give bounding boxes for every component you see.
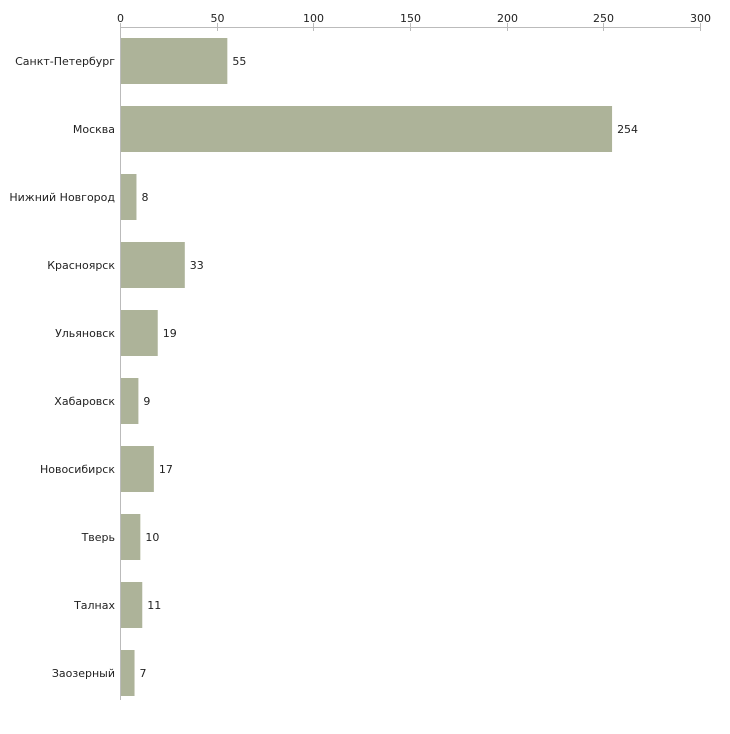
x-tick-label: 150 xyxy=(400,12,421,25)
data-label: 7 xyxy=(140,667,147,680)
x-tick-label: 0 xyxy=(117,12,124,25)
category-labels: Санкт-Петербург Москва Нижний Новгород Крас… xyxy=(9,55,115,680)
data-label: 33 xyxy=(190,259,204,272)
x-tick-label: 100 xyxy=(303,12,324,25)
x-tick-label: 50 xyxy=(211,12,225,25)
x-tick-label: 300 xyxy=(690,12,711,25)
data-label: 55 xyxy=(232,55,246,68)
category-label: Ульяновск xyxy=(55,327,115,340)
bar xyxy=(121,242,185,288)
bar xyxy=(121,174,137,220)
bar xyxy=(121,378,139,424)
bar xyxy=(121,310,158,356)
category-label: Талнах xyxy=(73,599,115,612)
data-label: 17 xyxy=(159,463,173,476)
x-axis: 0 50 100 150 200 250 300 xyxy=(117,12,711,700)
x-tick-label: 250 xyxy=(593,12,614,25)
category-label: Москва xyxy=(73,123,115,136)
data-label: 254 xyxy=(617,123,638,136)
data-labels: 55 254 8 33 19 9 17 10 11 7 xyxy=(140,55,639,680)
bar xyxy=(121,650,135,696)
data-label: 11 xyxy=(147,599,161,612)
data-label: 9 xyxy=(143,395,150,408)
data-label: 8 xyxy=(141,191,148,204)
bar xyxy=(121,106,613,152)
category-label: Тверь xyxy=(81,531,115,544)
bar xyxy=(121,38,228,84)
x-tick-label: 200 xyxy=(497,12,518,25)
bar xyxy=(121,446,154,492)
category-label: Красноярск xyxy=(47,259,115,272)
category-label: Нижний Новгород xyxy=(9,191,115,204)
bars xyxy=(121,38,613,696)
data-label: 10 xyxy=(145,531,159,544)
category-label: Заозерный xyxy=(52,667,115,680)
category-label: Новосибирск xyxy=(40,463,115,476)
category-label: Хабаровск xyxy=(54,395,115,408)
category-label: Санкт-Петербург xyxy=(15,55,115,68)
bar xyxy=(121,582,143,628)
bar xyxy=(121,514,141,560)
data-label: 19 xyxy=(163,327,177,340)
